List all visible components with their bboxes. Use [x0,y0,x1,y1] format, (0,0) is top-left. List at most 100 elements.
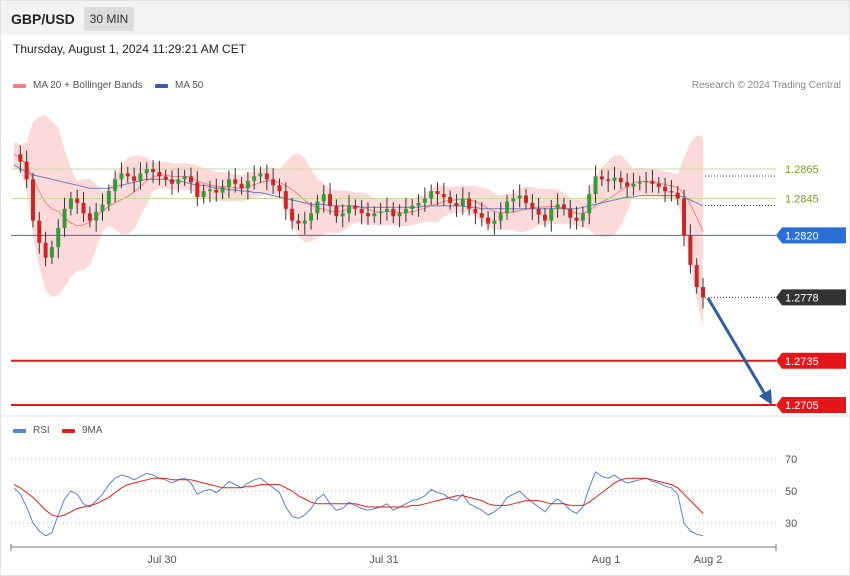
candle-body [498,213,503,221]
support-label: 1.2735 [785,356,819,368]
candle-body [24,161,29,180]
candle-body [568,208,573,218]
candle-body [30,179,35,221]
timeframe-button[interactable]: 30 MIN [84,7,134,31]
candle-body [599,176,604,180]
research-credit: Research © 2024 Trading Central [691,80,841,91]
candle-body [340,213,345,217]
candle-body [302,220,307,224]
candle-body [62,208,67,228]
x-tick-label: Jul 30 [147,554,176,566]
candle-body [271,179,276,186]
candle-body [37,220,42,243]
candle-body [644,180,649,183]
rsi-tick-label: 30 [785,518,797,530]
candle-body [214,189,219,193]
candle-body [290,208,295,221]
candle-body [448,197,453,203]
candle-body [511,198,516,202]
candle-body [201,191,206,198]
candle-body [441,194,446,198]
candle-body [422,198,427,203]
candle-body [157,171,162,177]
candle-body [359,208,364,214]
candle-body [353,205,358,209]
legend-ma20-swatch [13,83,26,88]
candle-body [542,214,547,221]
candle-body [365,213,370,217]
candle-body [416,202,421,206]
candle-body [106,191,111,205]
candle-body [492,220,497,224]
candle-body [486,217,491,224]
candle-body [315,201,320,214]
candle-body [391,208,396,217]
candle-body [650,180,655,184]
legend-rsi-swatch [13,428,26,433]
legend-rsi-ma-label: 9MA [82,425,103,436]
candle-body [561,204,566,209]
candle-body [56,228,61,248]
last-price-box [776,289,846,306]
pivot-label: 1.2820 [785,230,819,242]
candle-body [682,198,687,236]
candle-body [410,205,415,209]
candle-body [43,242,48,258]
candle-body [309,213,314,221]
candle-body [132,176,137,181]
candle-body [549,208,554,221]
candle-body [593,176,598,195]
candle-body [524,195,529,203]
support-label-box [776,397,846,413]
candle-body [606,179,611,181]
rsi-ma-line [13,477,704,518]
candle-body [49,247,54,258]
candle-body [18,154,23,162]
candle-body [239,183,244,189]
candle-body [207,189,212,192]
candle-body [637,182,642,184]
candle-body [220,186,225,193]
candle-body [283,191,288,209]
candle-body [87,213,92,221]
candle-body [555,204,560,209]
pivot-label-box [776,227,846,244]
candle-body [296,220,301,224]
candle-body [245,180,250,189]
rsi-line [13,471,704,537]
candle-body [100,204,105,212]
candle-body [454,202,459,206]
legend-ma50-label: MA 50 [175,80,204,91]
candle-body [397,213,402,217]
candle-body [252,176,257,181]
candle-body [258,173,263,177]
candle-body [170,179,175,184]
chart-header: GBP/USD 30 MIN [1,1,849,35]
candle-body [479,213,484,218]
candle-body [536,208,541,215]
candle-body [119,173,124,180]
candle-body [328,194,333,206]
candle-body [372,213,377,217]
candle-body [517,195,522,199]
candle-body [631,183,636,187]
candle-body [182,176,187,180]
candle-body [669,191,674,193]
candle-body [277,185,282,192]
chart-datetime: Thursday, August 1, 2024 11:29:21 AM CET [13,42,247,56]
candle-body [188,176,193,183]
candle-body [574,217,579,221]
support-label-box [776,352,846,369]
candle-body [176,179,181,184]
resistance-label: 1.2845 [785,194,819,206]
candle-body [580,213,585,221]
x-tick-label: Aug 2 [694,554,723,566]
candle-body [656,183,661,187]
candle-body [473,208,478,214]
rsi-tick-label: 70 [785,454,797,466]
candle-body [264,173,269,180]
candle-body [144,169,149,174]
support-label: 1.2705 [785,400,819,412]
legend-ma50-swatch [155,83,168,88]
